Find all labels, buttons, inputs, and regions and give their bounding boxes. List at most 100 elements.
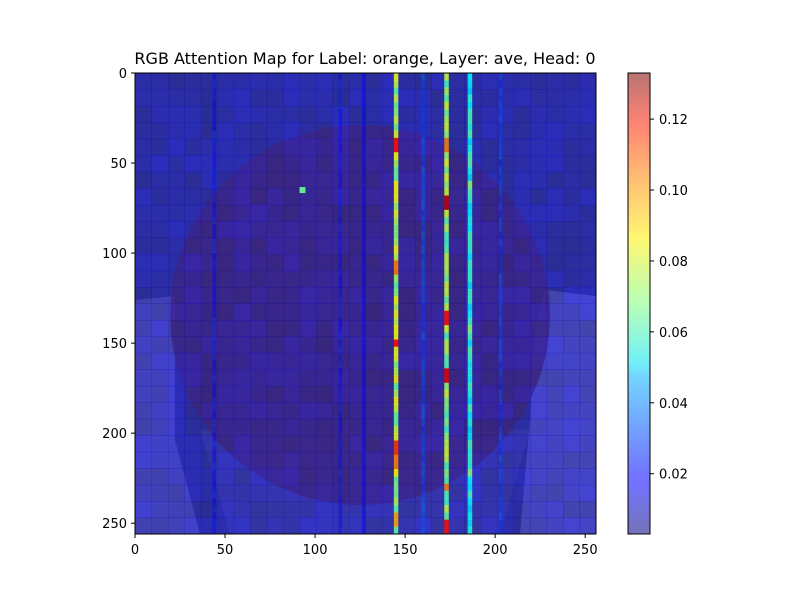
attention-spot [299,187,306,194]
attention-cell [217,385,235,403]
attention-column-segment [467,389,473,398]
y-tick-label: 200 [102,427,127,442]
attention-column-segment [212,447,216,456]
attention-cell [398,501,416,519]
attention-column-segment [467,382,473,391]
attention-column-segment [338,195,343,204]
attention-column-segment [393,80,399,88]
attention-column-segment [212,440,216,448]
attention-cell [200,418,218,436]
attention-cell [135,402,152,420]
attention-cell [513,319,531,337]
y-axis: 0 50 100 150 200 250 [102,67,135,532]
attention-cell [546,221,564,239]
attention-cell [513,385,531,403]
x-tick-label: 0 [131,543,139,558]
attention-column-segment [444,80,449,88]
attention-cell [464,484,482,502]
attention-cell [266,122,284,140]
attention-column-segment [212,267,216,276]
attention-cell [167,89,185,107]
attention-column-segment [444,433,449,441]
attention-cell [464,171,482,189]
attention-column-segment [338,461,343,470]
attention-cell [299,73,317,90]
attention-cell [480,402,498,420]
attention-cell [431,336,449,354]
attention-cell [431,254,449,272]
attention-cell [151,352,169,370]
attention-cell [414,105,432,123]
attention-column-segment [212,461,216,470]
attention-column-segment [212,296,216,304]
attention-column-segment [393,325,399,333]
attention-column-segment [467,101,473,110]
attention-column-segment [467,325,473,333]
attention-cell [365,385,383,403]
attention-column-segment [498,325,503,333]
attention-cell [431,221,449,239]
attention-column-segment [498,397,503,405]
attention-column-segment [467,224,473,232]
attention-cell [151,171,169,189]
attention-cell [579,336,596,354]
attention-column-segment [212,137,216,146]
attention-cell [233,270,251,288]
attention-column-segment [393,267,399,276]
attention-cell [316,402,334,420]
attention-cell [151,385,169,403]
attention-cell [266,319,284,337]
attention-column-segment [361,73,366,81]
attention-column-segment [498,87,503,96]
attention-column-segment [338,310,343,319]
attention-column-segment [338,94,343,103]
attention-column-segment [393,375,399,384]
attention-column-segment [361,195,366,204]
attention-column-segment [498,404,503,412]
attention-cell [349,138,366,156]
attention-cell [184,385,202,403]
attention-column-segment [338,159,343,168]
attention-column-segment [467,289,473,297]
attention-cell [480,122,498,140]
attention-cell [447,138,465,156]
attention-column-segment [393,238,399,247]
attention-cell [464,418,482,436]
attention-cell [167,138,185,156]
attention-cell [200,336,218,354]
attention-column-segment [393,310,399,319]
attention-cell [266,73,284,90]
attention-cell [283,468,301,486]
attention-cell [283,451,301,469]
attention-column-segment [421,411,425,420]
attention-cell [398,171,416,189]
attention-column-segment [338,188,343,196]
attention-column-segment [421,260,425,268]
attention-column-segment [361,404,366,412]
attention-cell [497,501,515,519]
attention-cell [530,105,548,123]
attention-cell [579,517,596,534]
attention-column-segment [338,339,343,348]
attention-column-segment [393,245,399,254]
attention-cell [299,451,317,469]
attention-column-segment [393,519,399,528]
attention-cell [299,89,317,107]
attention-cell [200,468,218,486]
attention-cell [497,402,515,420]
attention-cell [151,517,169,534]
attention-cell [316,287,334,304]
attention-cell [266,237,284,255]
attention-cell [151,451,169,469]
attention-column-segment [212,368,216,376]
attention-column-segment [444,454,449,463]
attention-column-segment [361,310,366,319]
attention-column-segment [498,94,503,103]
attention-column-segment [421,469,425,477]
attention-cell [332,270,350,288]
attention-cell [414,484,432,502]
attention-cell [217,435,235,453]
attention-cell [497,303,515,321]
attention-column-segment [361,267,366,276]
attention-cell [431,303,449,321]
